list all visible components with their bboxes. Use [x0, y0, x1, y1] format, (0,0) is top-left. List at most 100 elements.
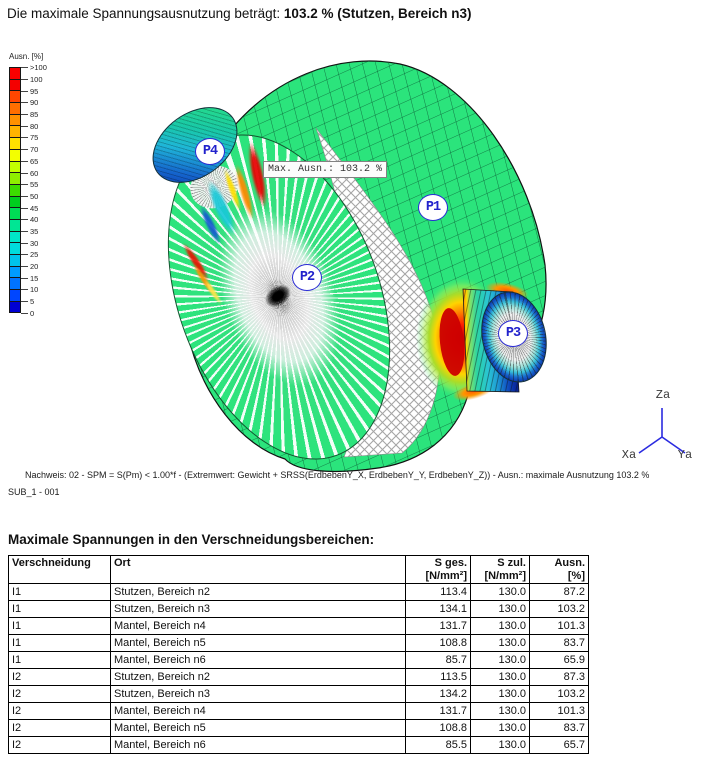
legend-swatches [9, 67, 21, 314]
cell-ausn: 65.7 [529, 736, 589, 754]
cell-ausn: 65.9 [529, 651, 589, 669]
cell-ausn: 103.2 [529, 600, 589, 618]
table-row: I2 Mantel, Bereich n4 131.7 130.0 101.3 [8, 702, 589, 720]
title-max-value: 103.2 % (Stutzen, Bereich n3) [283, 6, 472, 21]
cell-ausn: 87.3 [529, 668, 589, 686]
axis-label-z: Za [655, 388, 671, 402]
table-heading: Maximale Spannungen in den Verschneidung… [8, 532, 375, 547]
cell-s-ges: 134.2 [405, 685, 471, 703]
point-label-p4: P4 [195, 138, 225, 165]
cell-s-zul: 130.0 [470, 702, 530, 720]
axis-label-x: Xa [621, 448, 637, 462]
cell-ort: Stutzen, Bereich n2 [110, 668, 406, 686]
column-header-s-ges: S ges. [N/mm²] [405, 555, 471, 584]
legend-scale: >100 100 95 90 85 80 75 70 65 60 55 50 4… [9, 62, 73, 318]
cell-ort: Mantel, Bereich n5 [110, 634, 406, 652]
legend-tick-label: 70 [21, 144, 47, 156]
max-utilization-callout: Max. Ausn.: 103.2 % [263, 161, 388, 178]
table-row: I1 Mantel, Bereich n5 108.8 130.0 83.7 [8, 634, 589, 652]
table-row: I2 Mantel, Bereich n6 85.5 130.0 65.7 [8, 736, 589, 754]
cell-verschneidung: I2 [8, 736, 111, 754]
legend-tick-label: 90 [21, 97, 47, 109]
table-header-row: Verschneidung Ort S ges. [N/mm²] S zul. [N… [8, 555, 589, 584]
table-row: I2 Stutzen, Bereich n3 134.2 130.0 103.2 [8, 685, 589, 703]
column-header-verschneidung: Verschneidung [8, 555, 111, 584]
cell-s-zul: 130.0 [470, 634, 530, 652]
stress-legend: Ausn. [%] [9, 52, 73, 318]
cell-verschneidung: I2 [8, 702, 111, 720]
column-header-ausn: Ausn. [%] [529, 555, 589, 584]
cell-s-ges: 113.5 [405, 668, 471, 686]
cell-verschneidung: I2 [8, 685, 111, 703]
cell-s-ges: 131.7 [405, 702, 471, 720]
page-title: Die maximale Spannungsausnutzung beträgt… [7, 6, 471, 21]
cell-s-zul: 130.0 [470, 617, 530, 635]
cell-ort: Mantel, Bereich n4 [110, 617, 406, 635]
legend-tick-label: 5 [21, 296, 47, 308]
cell-ort: Mantel, Bereich n6 [110, 736, 406, 754]
legend-tick-label: 25 [21, 249, 47, 261]
cell-s-ges: 134.1 [405, 600, 471, 618]
cell-s-zul: 130.0 [470, 651, 530, 669]
legend-tick-label: >100 [21, 62, 47, 74]
table-row: I2 Stutzen, Bereich n2 113.5 130.0 87.3 [8, 668, 589, 686]
cell-ort: Mantel, Bereich n6 [110, 651, 406, 669]
table-row: I1 Mantel, Bereich n6 85.7 130.0 65.9 [8, 651, 589, 669]
cell-s-ges: 108.8 [405, 719, 471, 737]
cell-s-ges: 113.4 [405, 583, 471, 601]
cell-ort: Stutzen, Bereich n3 [110, 685, 406, 703]
cell-verschneidung: I1 [8, 651, 111, 669]
legend-tick-label: 60 [21, 167, 47, 179]
point-label-p2: P2 [292, 264, 322, 291]
title-text: Die maximale Spannungsausnutzung beträgt… [7, 6, 284, 21]
legend-tick-label: 40 [21, 214, 47, 226]
cell-s-zul: 130.0 [470, 719, 530, 737]
cell-ort: Mantel, Bereich n4 [110, 702, 406, 720]
cell-verschneidung: I2 [8, 668, 111, 686]
cell-s-ges: 108.8 [405, 634, 471, 652]
cell-s-zul: 130.0 [470, 583, 530, 601]
point-label-p1: P1 [418, 194, 448, 221]
results-table: Verschneidung Ort S ges. [N/mm²] S zul. [N… [8, 555, 589, 754]
cell-verschneidung: I1 [8, 634, 111, 652]
cell-ort: Stutzen, Bereich n2 [110, 583, 406, 601]
legend-tick-label: 30 [21, 237, 47, 249]
footnote-nachweis: Nachweis: 02 - SPM = S(Pm) < 1.00*f - (E… [25, 470, 650, 480]
point-label-p3: P3 [498, 320, 528, 347]
legend-swatch [9, 300, 21, 314]
column-header-s-zul: S zul. [N/mm²] [470, 555, 530, 584]
axis-label-y: Ya [677, 448, 693, 462]
legend-tick-label: 85 [21, 109, 47, 121]
cell-s-zul: 130.0 [470, 685, 530, 703]
cell-ausn: 83.7 [529, 719, 589, 737]
cell-s-zul: 130.0 [470, 736, 530, 754]
cell-s-ges: 131.7 [405, 617, 471, 635]
cell-verschneidung: I1 [8, 600, 111, 618]
cell-ort: Stutzen, Bereich n3 [110, 600, 406, 618]
cell-ausn: 87.2 [529, 583, 589, 601]
fem-figure: Ausn. [%] [0, 40, 712, 491]
legend-tick-label: 95 [21, 85, 47, 97]
legend-tick-label: 100 [21, 74, 47, 86]
table-row: I1 Mantel, Bereich n4 131.7 130.0 101.3 [8, 617, 589, 635]
cell-s-zul: 130.0 [470, 668, 530, 686]
legend-tick-label: 15 [21, 272, 47, 284]
legend-tick-label: 50 [21, 191, 47, 203]
cell-s-zul: 130.0 [470, 600, 530, 618]
column-header-ort: Ort [110, 555, 406, 584]
cell-s-ges: 85.7 [405, 651, 471, 669]
table-row: I1 Stutzen, Bereich n3 134.1 130.0 103.2 [8, 600, 589, 618]
footnote-subcase: SUB_1 - 001 [8, 487, 60, 497]
legend-tick-label: 20 [21, 261, 47, 273]
axis-triad [638, 408, 686, 454]
cell-verschneidung: I2 [8, 719, 111, 737]
table-row: I1 Stutzen, Bereich n2 113.4 130.0 87.2 [8, 583, 589, 601]
table-row: I2 Mantel, Bereich n5 108.8 130.0 83.7 [8, 719, 589, 737]
cell-ausn: 83.7 [529, 634, 589, 652]
legend-tick-label: 45 [21, 202, 47, 214]
cell-ausn: 103.2 [529, 685, 589, 703]
legend-tick-label: 80 [21, 120, 47, 132]
legend-tick-label: 0 [21, 307, 47, 319]
cell-verschneidung: I1 [8, 583, 111, 601]
